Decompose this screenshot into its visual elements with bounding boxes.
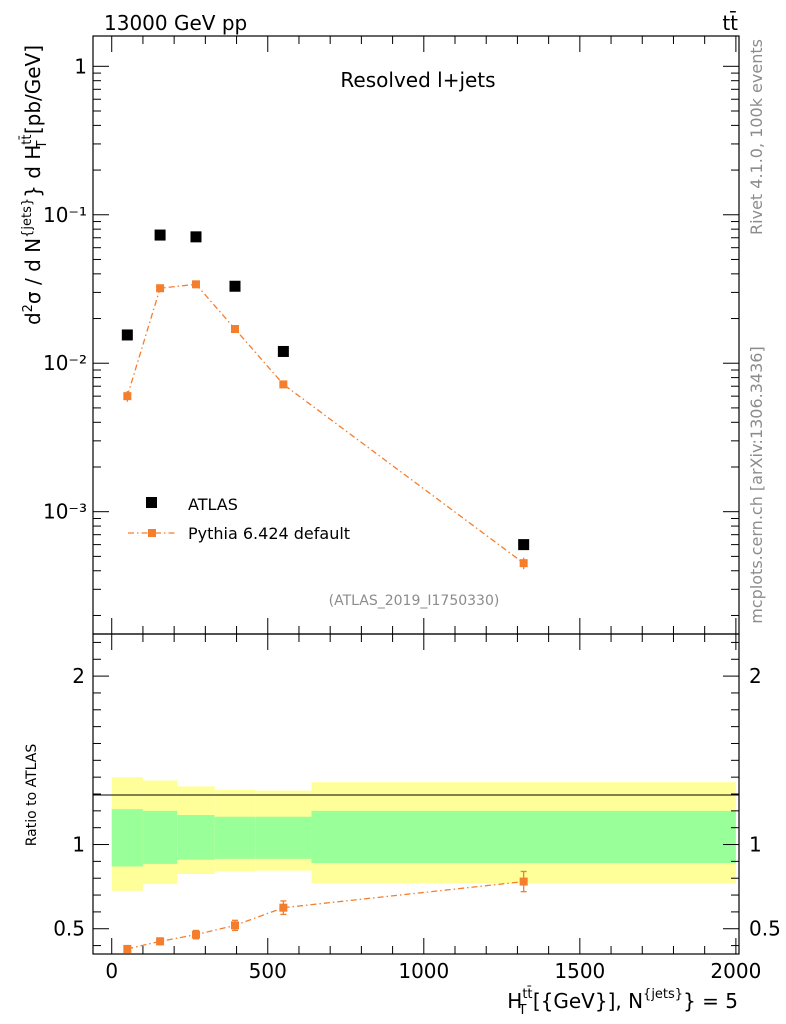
ratio-pythia-line: [127, 880, 524, 950]
atlas-point: [277, 345, 289, 357]
atlas-point: [121, 329, 133, 341]
legend-atlas-label: ATLAS: [188, 495, 238, 514]
ratio-y-tick-label-right: 2: [749, 664, 762, 688]
main-title: Resolved l+jets: [340, 68, 495, 92]
ratio-pythia-point: [230, 921, 239, 930]
ratio-x-tick-label: 0: [105, 959, 118, 983]
pythia-point: [156, 284, 165, 293]
legend-atlas-marker: [146, 497, 157, 508]
ratio-green-band: [177, 815, 215, 860]
main-ticks: 1 10⁻¹ 10⁻² 10⁻³: [43, 36, 739, 634]
main-y-tick-label: 10⁻²: [43, 351, 87, 375]
ratio-y-axis-label: Ratio to ATLAS: [24, 744, 40, 847]
main-panel: 1 10⁻¹ 10⁻² 10⁻³ Resolved l+jets (ATLAS_201…: [20, 35, 740, 635]
ratio-green-band: [142, 810, 178, 864]
ratio-x-tick-label: 500: [249, 959, 287, 983]
ratio-bands: [111, 777, 736, 891]
energy-label: 13000 GeV pp: [104, 11, 247, 35]
ratio-marks: [123, 870, 528, 953]
pythia-point: [230, 325, 239, 334]
ratio-x-tick-label: 1000: [398, 959, 449, 983]
ratio-y-tick-label: 1: [72, 833, 85, 857]
ratio-y-tick-label: 2: [72, 664, 85, 688]
main-y-tick-label: 10⁻¹: [43, 203, 87, 227]
atlas-point: [518, 539, 530, 551]
ratio-panel: 0 500 1000 1500 2000 0.5 0.5 1 1 2 2 Ratio to ATLA…: [24, 633, 781, 1018]
process-label: tt̄: [722, 10, 738, 35]
ratio-green-band: [111, 809, 143, 867]
ratio-y-tick-label-right: 1: [749, 833, 762, 857]
main-y-tick-label: 1: [74, 54, 87, 78]
legend-pythia-marker: [148, 529, 156, 537]
ratio-green-band: [255, 816, 312, 859]
ratio-green-band: [214, 816, 256, 859]
atlas-point: [229, 280, 241, 292]
main-y-tick-label: 10⁻³: [43, 500, 87, 524]
analysis-tag: (ATLAS_2019_I1750330): [329, 593, 500, 609]
rivet-label: Rivet 4.1.0, 100k events: [747, 39, 766, 235]
atlas-point: [154, 229, 166, 241]
mcplots-label: mcplots.cern.ch [arXiv:1306.3436]: [747, 346, 766, 623]
main-frame: [92, 35, 740, 635]
ratio-y-tick-label-right: 0.5: [749, 917, 781, 941]
atlas-point: [190, 231, 202, 243]
ratio-ticks: 0 500 1000 1500 2000 0.5 0.5 1 1 2 2: [53, 634, 781, 983]
ratio-y-tick-label: 0.5: [53, 917, 85, 941]
ratio-pythia-point: [279, 903, 288, 912]
x-axis-label: Htt̄ T [{GeV}], N{jets}} = 5: [507, 987, 738, 1018]
ratio-pythia-point: [191, 930, 200, 939]
ratio-pythia-point: [156, 937, 165, 946]
ratio-green-band: [311, 810, 736, 864]
pythia-point: [279, 380, 288, 389]
pythia-point: [123, 392, 132, 401]
pythia-point: [519, 559, 528, 568]
main-marks: [121, 229, 530, 570]
ratio-x-tick-label: 1500: [554, 959, 605, 983]
ratio-x-tick-label: 2000: [710, 959, 761, 983]
legend-pythia-label: Pythia 6.424 default: [188, 524, 350, 543]
pythia-line: [126, 283, 525, 564]
ratio-pythia-point: [519, 877, 528, 886]
legend: ATLAS Pythia 6.424 default: [128, 495, 350, 543]
ratio-pythia-point: [123, 944, 132, 953]
pythia-point: [191, 280, 200, 289]
main-y-axis-label: d2σ / d N{jets}} d Htt̄T [pb/GeV]: [20, 45, 50, 325]
